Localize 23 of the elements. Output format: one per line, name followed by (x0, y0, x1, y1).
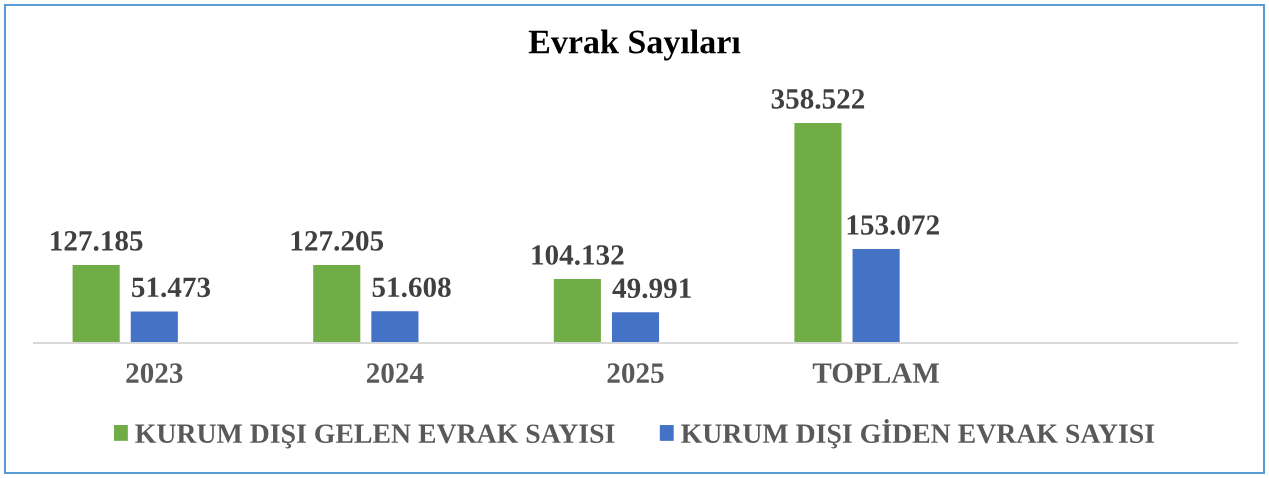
legend-label: KURUM DIŞI GELEN EVRAK SAYISI (135, 424, 615, 449)
x-tick-label: 2025 (607, 363, 664, 383)
bar (611, 312, 660, 343)
data-label: 104.132 (532, 245, 624, 265)
data-label: 51.473 (132, 277, 211, 298)
data-label: 127.205 (291, 231, 384, 251)
chart-title: Evrak Sayıları (528, 29, 741, 61)
bar (553, 279, 601, 343)
bar (794, 123, 842, 343)
bar (852, 249, 900, 343)
data-label: 49.991 (612, 278, 691, 299)
data-label: 358.522 (771, 89, 865, 109)
bar (371, 311, 419, 343)
data-label: 153.072 (847, 215, 939, 235)
data-label: 127.185 (51, 231, 143, 251)
x-tick-label: 2024 (366, 363, 424, 383)
legend-label: KURUM DIŞI GİDEN EVRAK SAYISI (681, 419, 1155, 449)
x-tick-label: TOPLAM (812, 363, 939, 383)
bar (313, 264, 361, 343)
bar (130, 311, 178, 343)
x-tick-label: 2023 (126, 363, 183, 383)
data-label: 51.608 (372, 277, 451, 298)
bar (72, 264, 120, 343)
